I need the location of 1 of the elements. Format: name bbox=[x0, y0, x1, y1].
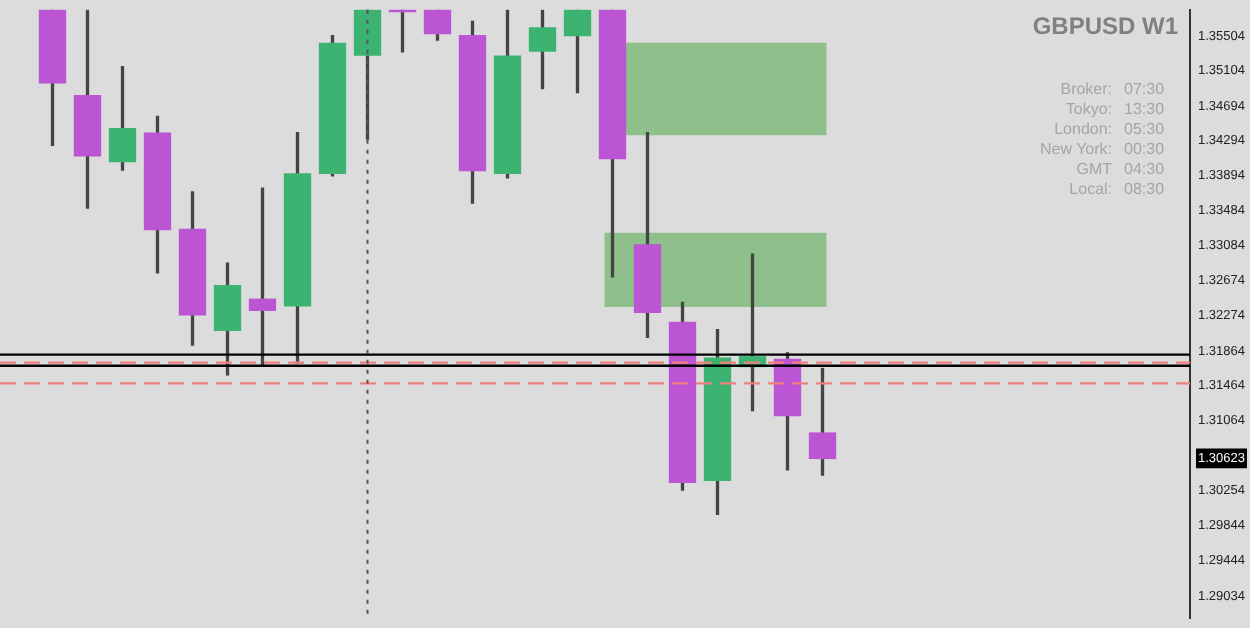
chart-title: GBPUSD W1 bbox=[1032, 12, 1178, 40]
